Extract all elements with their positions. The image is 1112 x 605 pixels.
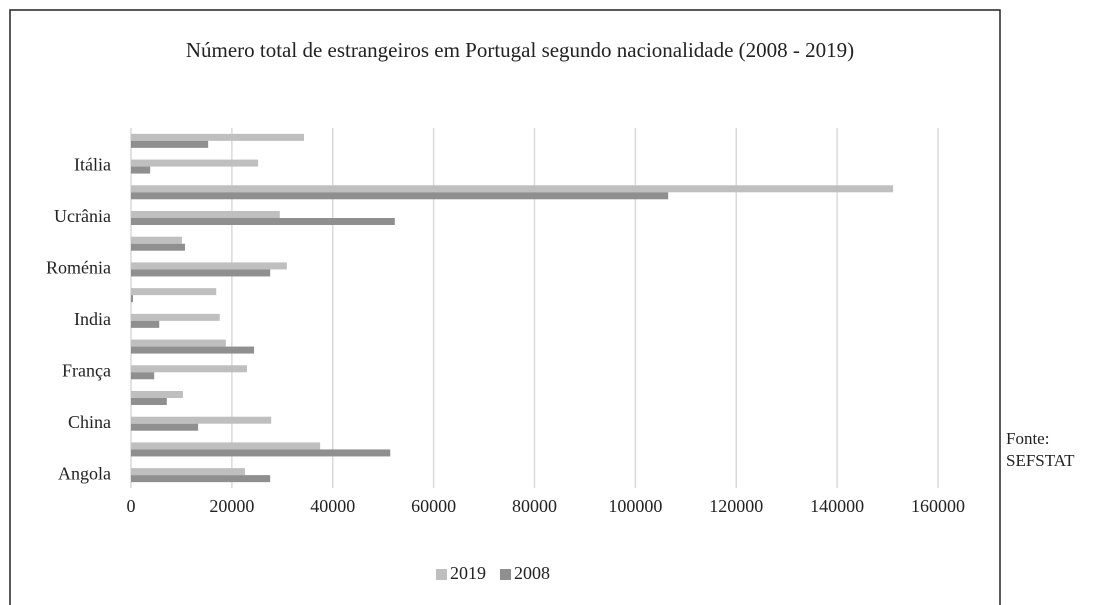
legend-label: 2008 — [514, 563, 550, 583]
x-tick-label: 140000 — [810, 496, 864, 516]
bar — [131, 159, 259, 167]
x-tick-label: 100000 — [608, 496, 662, 516]
y-tick-label: Roménia — [46, 258, 111, 278]
chart-frame — [9, 9, 1001, 605]
bar — [131, 313, 220, 321]
bar — [131, 166, 151, 174]
bar — [131, 372, 155, 380]
bar — [131, 365, 248, 373]
bar — [131, 269, 271, 277]
x-tick-label: 60000 — [411, 496, 456, 516]
y-tick-label: Itália — [74, 155, 111, 175]
source-note: Fonte: SEFSTAT — [1006, 429, 1075, 470]
y-tick-label: China — [68, 412, 111, 432]
y-tick-label: India — [74, 309, 111, 329]
bar — [131, 295, 134, 303]
bar — [131, 468, 245, 476]
bar — [131, 185, 894, 193]
legend-swatch — [500, 569, 511, 580]
bar — [131, 133, 305, 141]
bar — [131, 423, 199, 431]
x-tick-label: 40000 — [310, 496, 355, 516]
bar — [131, 211, 280, 218]
x-tick-label: 0 — [127, 496, 136, 516]
bar — [131, 475, 271, 483]
bar — [131, 398, 167, 405]
x-tick-label: 20000 — [209, 496, 254, 516]
bar — [131, 449, 391, 457]
x-tick-label: 160000 — [911, 496, 965, 516]
legend-label: 2019 — [450, 563, 486, 583]
bar — [131, 320, 160, 328]
bar — [131, 218, 395, 225]
bar — [131, 391, 183, 398]
chart-title: Número total de estrangeiros em Portugal… — [185, 38, 855, 62]
bar — [131, 416, 272, 424]
legend-swatch — [436, 569, 447, 580]
bar — [131, 140, 209, 148]
y-tick-label: Angola — [58, 463, 111, 483]
bar — [131, 442, 321, 450]
bar — [131, 288, 217, 296]
x-tick-label: 80000 — [512, 496, 557, 516]
bar — [131, 243, 185, 251]
bar — [131, 262, 287, 270]
x-tick-label: 120000 — [709, 496, 763, 516]
bar — [131, 192, 669, 200]
y-tick-label: Ucrânia — [54, 206, 111, 226]
bar — [131, 339, 226, 347]
bar — [131, 346, 255, 354]
bar — [131, 236, 182, 244]
y-tick-label: França — [62, 360, 111, 380]
